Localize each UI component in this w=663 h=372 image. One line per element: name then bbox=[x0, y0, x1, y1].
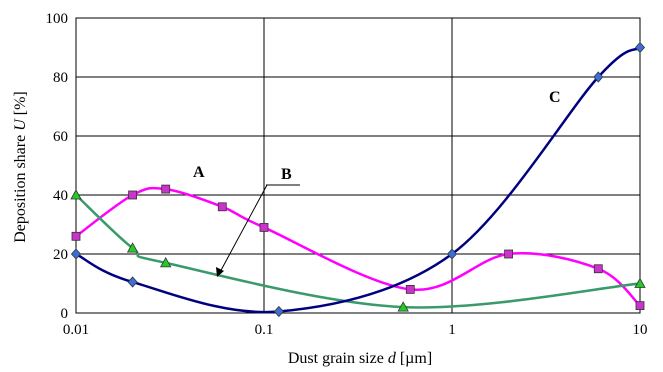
x-axis-label-text: Dust grain size bbox=[288, 350, 388, 367]
series-a-marker bbox=[593, 264, 603, 274]
x-axis-label-var: d bbox=[388, 350, 397, 367]
x-tick-label: 1 bbox=[448, 322, 456, 338]
series-a-marker bbox=[504, 249, 513, 259]
series-markers bbox=[70, 41, 646, 318]
series-label-b: B bbox=[281, 166, 292, 183]
tick-labels: 0 20 40 60 80 100 0.01 0.1 1 10 bbox=[46, 11, 648, 338]
series-c-marker bbox=[127, 276, 138, 288]
x-tick-label: 0.1 bbox=[255, 322, 274, 338]
plot-frame bbox=[75, 17, 641, 314]
grid bbox=[75, 17, 641, 314]
y-tick-label: 80 bbox=[53, 70, 68, 86]
y-tick-label: 60 bbox=[53, 129, 68, 145]
series-b-marker bbox=[634, 277, 646, 288]
series-label-a: A bbox=[193, 164, 205, 181]
y-axis-label-unit: [%] bbox=[12, 91, 29, 119]
series-c-marker bbox=[593, 71, 604, 83]
series-a-marker bbox=[635, 301, 645, 311]
series-label-b-group: B bbox=[216, 166, 300, 277]
y-axis-label-text: Deposition share bbox=[12, 131, 29, 243]
x-tick-label: 0.01 bbox=[63, 322, 89, 338]
series-label-c: C bbox=[549, 89, 561, 106]
series-b-marker bbox=[70, 189, 82, 200]
x-tick-label: 10 bbox=[633, 322, 648, 338]
y-tick-label: 100 bbox=[46, 11, 69, 27]
series-c-marker bbox=[634, 41, 646, 54]
x-axis-label: Dust grain size d [µm] bbox=[288, 350, 432, 367]
series-a-marker bbox=[71, 231, 81, 241]
series-c-marker bbox=[70, 248, 82, 260]
series-a-marker bbox=[405, 284, 415, 294]
series-a-marker bbox=[217, 202, 227, 212]
y-axis-label-var: U bbox=[12, 118, 29, 131]
y-tick-label: 40 bbox=[53, 188, 68, 204]
series-b-marker bbox=[160, 257, 172, 268]
series-lines bbox=[75, 46, 641, 314]
x-axis-label-unit: [µm] bbox=[396, 350, 432, 367]
series-c-marker bbox=[273, 305, 284, 318]
series-a-marker bbox=[259, 223, 269, 232]
series-a-line bbox=[75, 186, 641, 307]
y-tick-label: 0 bbox=[61, 306, 69, 322]
series-b-arrowhead bbox=[216, 267, 224, 277]
series-c-marker bbox=[446, 248, 458, 260]
series-b-marker bbox=[397, 301, 409, 312]
y-tick-label: 20 bbox=[53, 247, 68, 263]
series-b-marker bbox=[126, 242, 139, 253]
series-a-marker bbox=[161, 184, 171, 194]
series-a-marker bbox=[128, 190, 137, 200]
series-b-pointer-arrow bbox=[218, 184, 268, 275]
y-axis-label: Deposition share U [%] bbox=[12, 91, 29, 243]
